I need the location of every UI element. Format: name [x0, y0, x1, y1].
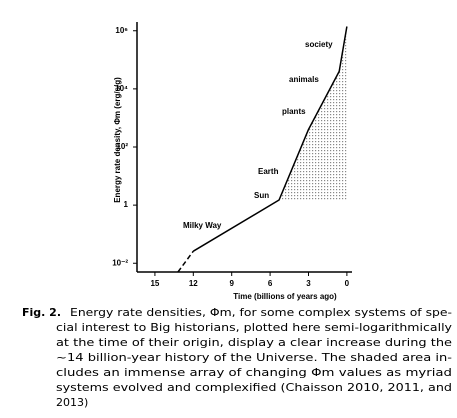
x-tick-label: 9 [229, 279, 234, 288]
x-tick-label: 3 [306, 279, 311, 288]
caption-line: 2013) [56, 396, 88, 409]
x-tick-label: 0 [345, 279, 350, 288]
line [192, 26, 348, 252]
annotation: Earth [258, 167, 279, 176]
x-tick-label: 6 [268, 279, 273, 288]
caption-label: Fig. 2. [22, 306, 61, 319]
x-axis-label: Time (billions of years ago) [233, 292, 337, 301]
caption-line: at the time of their origin, display a c… [56, 336, 452, 349]
y-tick-label: 1 [124, 200, 129, 209]
caption-line: Energy rate densities, Φm, for some comp… [70, 306, 452, 319]
caption-line: cial interest to Big historians, plotted… [56, 321, 453, 334]
annotation: society [305, 40, 333, 49]
annotation: Milky Way [183, 221, 222, 230]
annotation: Sun [254, 191, 269, 200]
x-tick-label: 12 [189, 279, 198, 288]
line [177, 250, 194, 273]
y-tick-label: 10⁶ [115, 26, 128, 35]
caption-line: systems evolved and complexified (Chaiss… [56, 381, 452, 394]
y-tick-label: 10⁴ [115, 84, 128, 93]
caption-line: cludes an immense array of changing Φm v… [56, 366, 452, 379]
y-tick-label: 10² [116, 142, 128, 151]
annotation: animals [289, 75, 319, 84]
annotation: plants [282, 107, 306, 116]
caption-line: ~14 billion-year history of the Universe… [56, 351, 452, 364]
shaded-area [279, 26, 347, 201]
y-axis-label: Energy rate density, Φm (erg/s/g) [113, 77, 122, 203]
y-tick-label: 10⁻² [112, 258, 128, 267]
x-tick-label: 15 [150, 279, 159, 288]
